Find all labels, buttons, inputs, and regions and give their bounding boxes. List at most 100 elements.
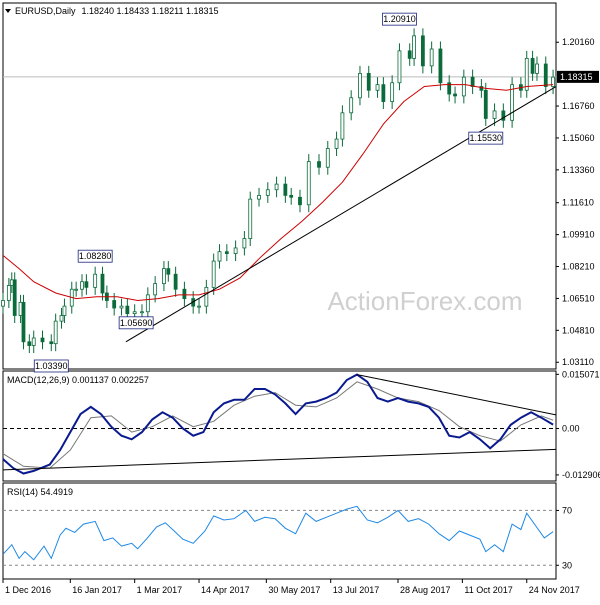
macd-panel-title: MACD(12,26,9) 0.001137 0.002257	[7, 375, 149, 385]
candle-body	[145, 294, 150, 313]
candle-body	[84, 281, 89, 288]
price-tick-label: 1.09910	[562, 230, 595, 240]
macd-tick-label: 0.015071	[562, 369, 600, 379]
candle-body	[543, 63, 548, 87]
macd-trendline	[2, 448, 557, 471]
candle-body	[162, 268, 166, 285]
price-annotation-label: 1.05690	[120, 318, 153, 328]
price-annotation-box	[77, 249, 113, 263]
candle-body	[283, 183, 288, 196]
candle-body	[31, 337, 36, 346]
price-tick-label: 1.11610	[562, 198, 594, 208]
candle-body	[274, 183, 279, 191]
price-annotation-box	[382, 12, 417, 26]
candle-body	[112, 300, 117, 309]
x-tick-label: 30 May 2017	[268, 585, 320, 595]
candle-body	[461, 76, 466, 97]
macd-line	[2, 373, 554, 475]
candle-body	[204, 286, 209, 307]
price-tick-label: 1.08210	[562, 262, 595, 272]
price-annotation-label: 1.15530	[470, 133, 503, 143]
candle-body	[535, 63, 539, 74]
candle-body	[420, 35, 425, 67]
macd-panel-frame	[2, 370, 557, 482]
candle-body	[438, 48, 443, 84]
candle-body	[93, 273, 98, 288]
candle-body	[510, 84, 515, 121]
last-price-label: 1.18315	[560, 72, 593, 82]
candle-body	[40, 337, 45, 343]
candle-body	[140, 311, 144, 314]
candle-body	[298, 196, 302, 206]
candle-body	[173, 273, 178, 290]
price-annotation-label: 1.20910	[383, 14, 416, 24]
candle-body	[6, 285, 11, 301]
candle-body	[366, 72, 371, 91]
price-tick-label: 1.20160	[562, 37, 595, 47]
candle-body	[501, 110, 506, 121]
candle-body	[483, 89, 488, 119]
candle-body	[334, 138, 339, 149]
price-annotation-box	[468, 131, 504, 145]
candle-body	[358, 72, 362, 99]
price-panel-frame	[2, 2, 557, 370]
candle-body	[524, 57, 529, 91]
last-price-tag	[557, 70, 599, 83]
candle-body	[257, 194, 261, 200]
macd-tick-label: -0.012906	[562, 470, 600, 480]
candle-body	[530, 57, 535, 74]
candle-body	[248, 198, 253, 239]
candle-body	[470, 76, 475, 87]
candle-body	[429, 48, 434, 67]
candle-body	[153, 283, 158, 296]
candle-body	[397, 50, 402, 84]
candle-body	[80, 281, 84, 290]
candle-body	[407, 50, 412, 59]
candle-body	[1, 300, 5, 307]
candle-body	[479, 86, 484, 91]
price-tick-label: 1.06510	[562, 293, 595, 303]
candle-body	[53, 320, 58, 345]
candle-body	[182, 288, 187, 300]
price-trendline	[125, 86, 557, 343]
candle-body	[317, 161, 321, 168]
rsi-tick-label: 70	[562, 505, 572, 515]
x-tick-label: 13 Jul 2017	[333, 585, 380, 595]
candle-body	[242, 238, 247, 249]
candle-body	[325, 148, 330, 168]
candle-body	[100, 273, 105, 294]
macd-trendline	[356, 374, 557, 416]
rsi-panel-title: RSI(14) 54.4919	[7, 487, 73, 497]
watermark: ActionForex.com	[327, 286, 522, 316]
x-tick-label: 14 Apr 2017	[201, 585, 250, 595]
x-tick-label: 28 Aug 2017	[400, 585, 451, 595]
candle-body	[551, 76, 555, 87]
rsi-panel-frame	[2, 482, 557, 580]
candle-body	[265, 189, 270, 196]
x-tick-label: 1 Mar 2017	[137, 585, 183, 595]
price-tick-label: 1.04810	[562, 325, 595, 335]
price-panel-title: EURUSD,Daily 1.18240 1.18433 1.18211 1.18…	[15, 6, 218, 16]
rsi-tick-label: 30	[562, 560, 572, 570]
price-annotation-box	[33, 359, 69, 373]
price-tick-label: 1.13360	[562, 165, 595, 175]
candle-body	[217, 251, 222, 262]
price-annotation-label: 1.08280	[79, 251, 112, 261]
candle-body	[27, 341, 32, 346]
candle-body	[125, 305, 130, 315]
moving-average-line	[2, 84, 554, 302]
price-tick-label: 1.15060	[562, 133, 595, 143]
candle-body	[119, 305, 124, 309]
x-tick-label: 24 Nov 2017	[529, 585, 580, 595]
candle-body	[166, 268, 171, 275]
price-candles	[1, 28, 555, 354]
candle-body	[289, 194, 294, 198]
candle-body	[21, 301, 26, 343]
candle-body	[453, 93, 457, 97]
candle-body	[412, 35, 416, 59]
panel-menu-icon[interactable]	[5, 9, 11, 13]
candle-body	[132, 311, 137, 315]
price-annotation-label: 1.03390	[35, 361, 68, 371]
candle-body	[211, 260, 216, 288]
